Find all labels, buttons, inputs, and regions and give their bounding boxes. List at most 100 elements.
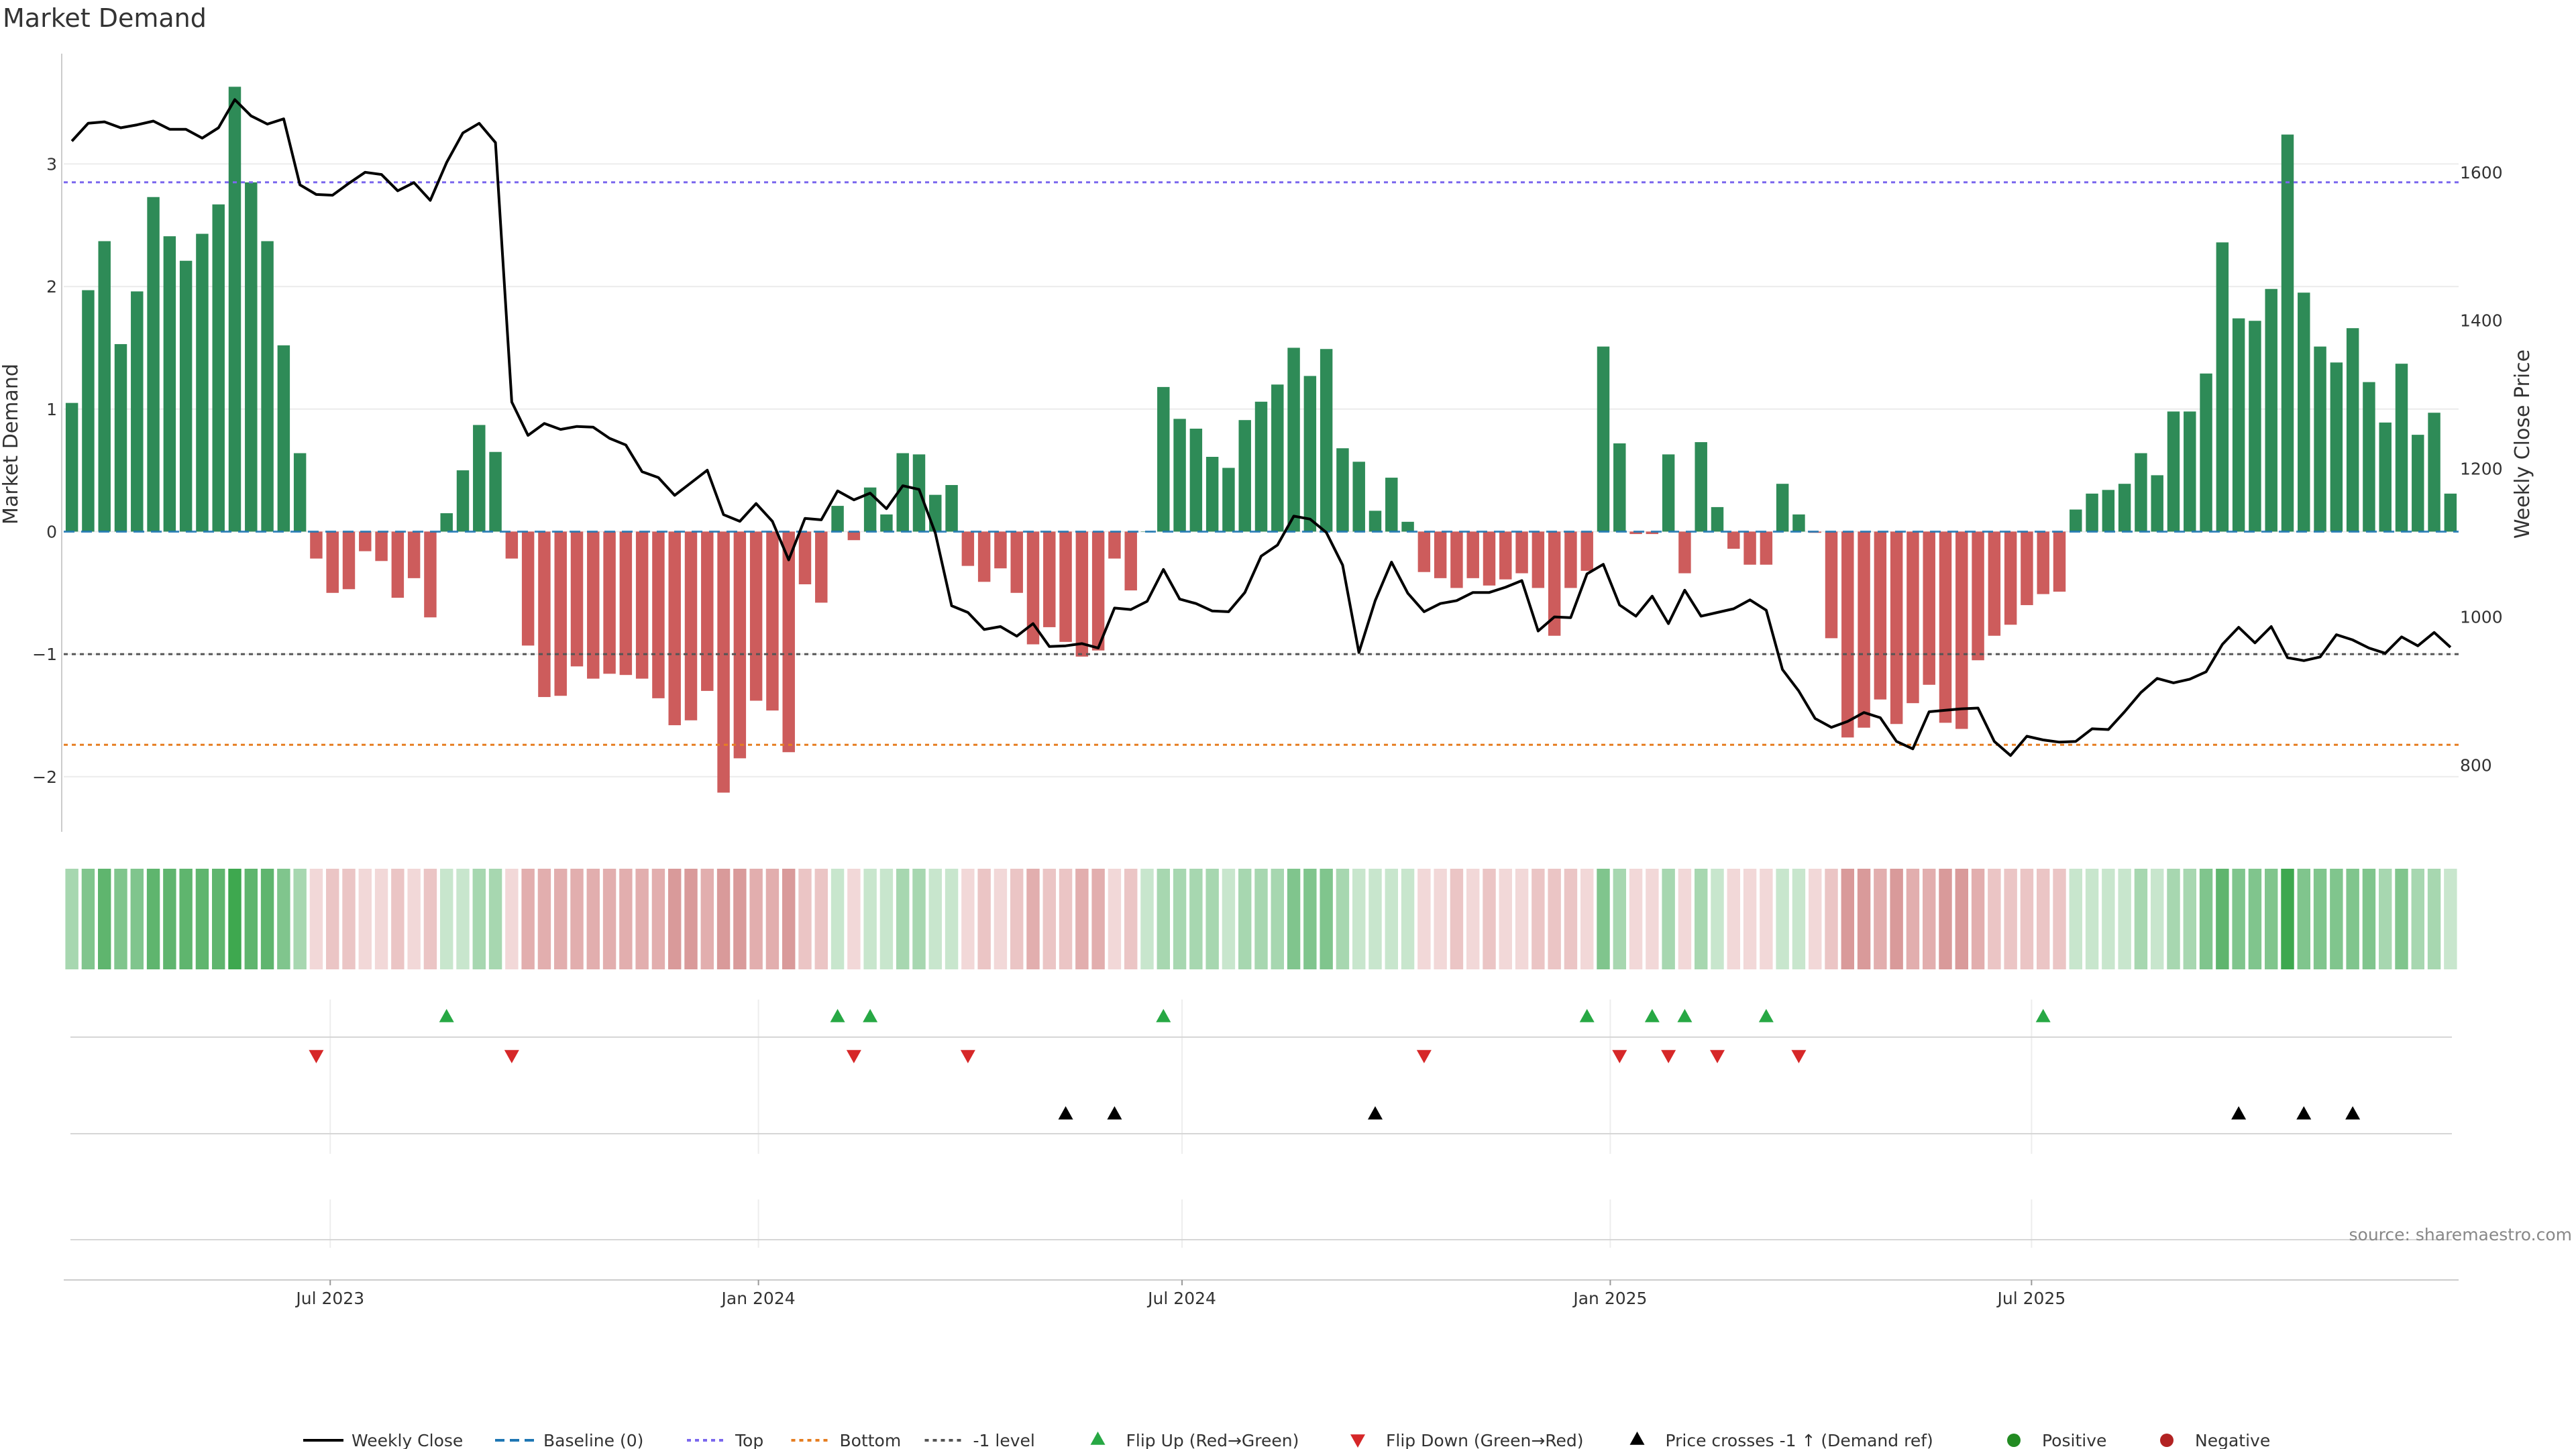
legend-item: -1 level (924, 1431, 1035, 1449)
demand-bar (2037, 531, 2049, 594)
heat-cell (81, 869, 95, 969)
demand-bar (1124, 531, 1137, 591)
demand-bar (1173, 419, 1186, 532)
heat-cell (2330, 869, 2343, 969)
heat-cell (114, 869, 127, 969)
heat-cell (2248, 869, 2262, 969)
flip-down-marker (1612, 1050, 1627, 1063)
legend-label: Bottom (840, 1431, 902, 1449)
heat-cell (912, 869, 926, 969)
heat-cell (1254, 869, 1268, 969)
demand-bar (652, 531, 665, 698)
heat-cell (1336, 869, 1350, 969)
heat-cell (1042, 869, 1056, 969)
flip-up-marker (863, 1009, 878, 1022)
demand-bar (1955, 531, 1968, 729)
weekly-close-line (70, 98, 2452, 757)
heat-cell (505, 869, 519, 969)
heat-cell (179, 869, 193, 969)
heat-cell (1776, 869, 1789, 969)
legend-label: Top (735, 1431, 763, 1449)
heat-cell (2427, 869, 2441, 969)
heat-cell (1434, 869, 1447, 969)
demand-bar (440, 513, 453, 532)
demand-bar (570, 531, 584, 667)
demand-bar (684, 531, 698, 720)
heat-cell (1401, 869, 1415, 969)
y-right-tick-label: 1000 (2460, 608, 2503, 627)
heat-cell (2411, 869, 2424, 969)
demand-bar (1678, 531, 1691, 574)
chart-title: Market Demand (3, 3, 207, 33)
heat-cell (2313, 869, 2327, 969)
heat-cell (1515, 869, 1529, 969)
legend-swatch (1350, 1434, 1365, 1448)
demand-bar (929, 494, 942, 532)
heat-cell (1108, 869, 1122, 969)
demand-bar (1727, 531, 1740, 549)
flip-down-marker (846, 1050, 861, 1063)
heat-cell (782, 869, 796, 969)
heat-cell (146, 869, 160, 969)
demand-bar (2265, 288, 2277, 532)
demand-bar (1743, 531, 1756, 565)
demand-bar (1091, 531, 1105, 651)
legend-swatch (1629, 1432, 1645, 1445)
heat-cell (342, 869, 356, 969)
demand-bar (65, 402, 78, 532)
flip-up-marker (2035, 1009, 2051, 1022)
y-right-tick-label: 800 (2460, 756, 2492, 775)
demand-bar (1205, 457, 1219, 532)
demand-bar (1303, 376, 1317, 532)
demand-bar (701, 531, 714, 691)
demand-bar (1548, 531, 1561, 636)
demand-heat-strip (65, 869, 2457, 969)
heat-cell (1385, 869, 1398, 969)
demand-bar (1874, 531, 1887, 700)
demand-bar (1059, 531, 1072, 642)
price-cross-marker (2345, 1106, 2361, 1120)
demand-bar (82, 290, 95, 532)
demand-bar (489, 451, 502, 532)
legend: Weekly Close Baseline (0) Top Bottom -1 leve… (303, 1431, 2270, 1449)
y-axis-left-title: Market Demand (0, 364, 23, 525)
heat-cell (2151, 869, 2164, 969)
heat-cell (1825, 869, 1838, 969)
x-tick-label: Jan 2024 (720, 1289, 796, 1308)
x-tick-label: Jul 2023 (294, 1289, 364, 1308)
main-plot-area: 3 2 1 0 −1 −2 1600 1400 1200 1000 800 (32, 54, 2503, 832)
demand-bar (1320, 349, 1333, 532)
heat-cell (1368, 869, 1382, 969)
demand-bar (766, 531, 779, 711)
heat-cell (2118, 869, 2131, 969)
heat-cell (1597, 869, 1610, 969)
demand-bar (994, 531, 1007, 569)
heat-cell (1564, 869, 1578, 969)
demand-bar (1988, 531, 2001, 636)
demand-bar (407, 531, 421, 578)
demand-bar (1532, 531, 1545, 588)
demand-bar (2086, 493, 2098, 532)
demand-bar (1841, 531, 1854, 738)
flip-up-marker (1677, 1009, 1693, 1022)
demand-bar (2053, 531, 2066, 592)
y-left-tick-label: 2 (46, 277, 57, 297)
flip-up-marker (1156, 1009, 1171, 1022)
flip-down-marker (960, 1050, 975, 1063)
legend-item: Weekly Close (303, 1431, 463, 1449)
flip-down-marker (309, 1050, 324, 1063)
heat-cell (896, 869, 910, 969)
heat-cell (945, 869, 959, 969)
heat-cell (521, 869, 535, 969)
demand-bar (1858, 531, 1870, 728)
heat-cell (1743, 869, 1757, 969)
demand-bar (1499, 531, 1512, 580)
legend-label: Baseline (0) (543, 1431, 643, 1449)
legend-label: Flip Up (Red→Green) (1126, 1431, 1299, 1449)
demand-bar (2232, 318, 2245, 532)
demand-bar (456, 470, 470, 532)
price-cross-marker (1107, 1106, 1122, 1120)
heat-cell (1874, 869, 1887, 969)
heat-cell (1678, 869, 1692, 969)
demand-bar (342, 531, 356, 590)
